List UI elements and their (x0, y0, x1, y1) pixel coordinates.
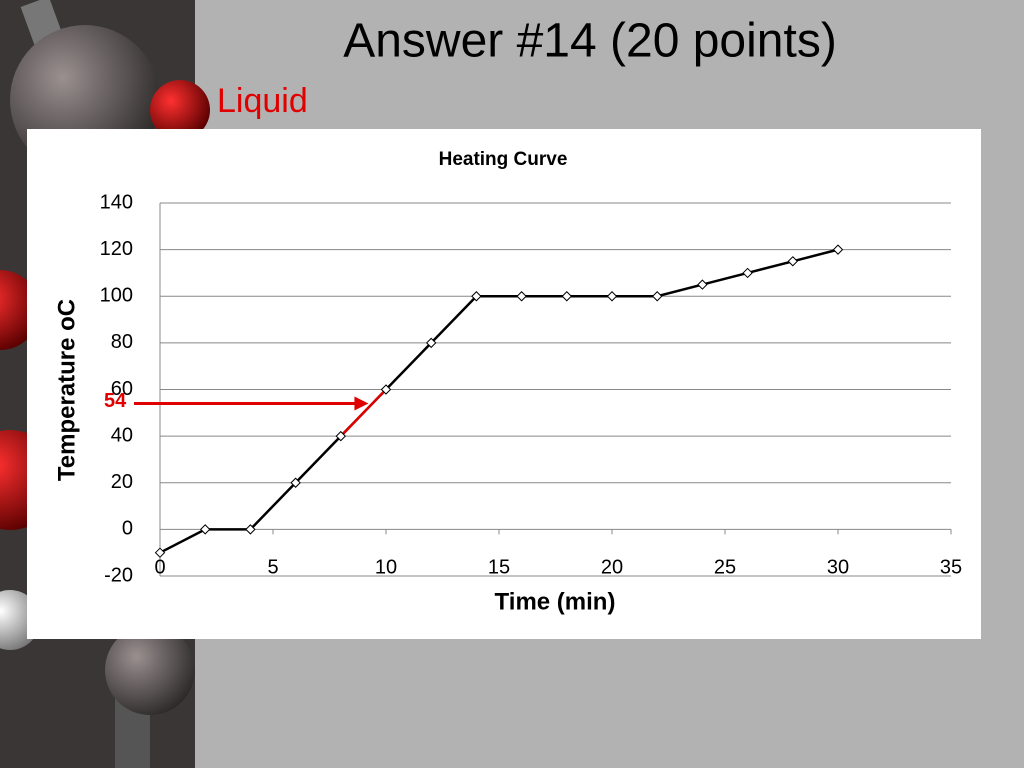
data-point (380, 384, 392, 395)
x-tick-label: 35 (940, 556, 962, 578)
slide-subtitle: Liquid (217, 82, 308, 120)
data-point (471, 291, 482, 302)
data-point (606, 291, 618, 302)
data-point (832, 244, 844, 255)
y-axis-label: Temperature oC (53, 299, 80, 481)
data-line (339, 388, 387, 437)
chart-area (27, 129, 981, 639)
x-tick-label: 30 (827, 556, 849, 578)
data-point (787, 256, 799, 267)
chart-title: Heating Curve (439, 149, 568, 170)
data-point (651, 291, 663, 302)
annotation-label: 54 (104, 390, 127, 412)
y-tick-label: 60 (111, 378, 133, 400)
y-tick-label: 100 (100, 285, 133, 307)
plot: -20 0 20 40 60 80 100 120 140 0 5 10 15 20 25 30 35 54 (100, 191, 963, 586)
y-tick-label: 20 (111, 471, 133, 493)
annotation-arrowhead (354, 396, 369, 411)
y-tick-label: 140 (100, 191, 133, 213)
data-point (154, 547, 166, 558)
y-tick-label: 0 (122, 518, 133, 540)
data-point (697, 279, 708, 290)
y-tick-label: 120 (100, 238, 133, 260)
x-tick-label: 0 (154, 556, 165, 578)
data-line (159, 248, 839, 554)
data-point (742, 267, 753, 279)
y-tick-label: 80 (111, 331, 133, 353)
y-tick-label: 40 (111, 424, 133, 446)
data-point (335, 430, 347, 442)
x-tick-label: 25 (714, 556, 736, 578)
data-point (199, 524, 211, 535)
slide-title: Answer #14 (20 points) (343, 15, 837, 68)
x-tick-label: 15 (488, 556, 510, 578)
x-tick-label: 5 (267, 556, 278, 578)
data-point (561, 291, 573, 302)
y-tick-label: -20 (104, 564, 133, 586)
data-point (425, 337, 437, 349)
data-point (245, 524, 256, 535)
data-point (516, 291, 527, 302)
x-tick-label: 10 (375, 556, 397, 578)
x-tick-label: 20 (601, 556, 623, 578)
data-point (290, 477, 301, 488)
x-axis-label: Time (min) (495, 588, 616, 615)
